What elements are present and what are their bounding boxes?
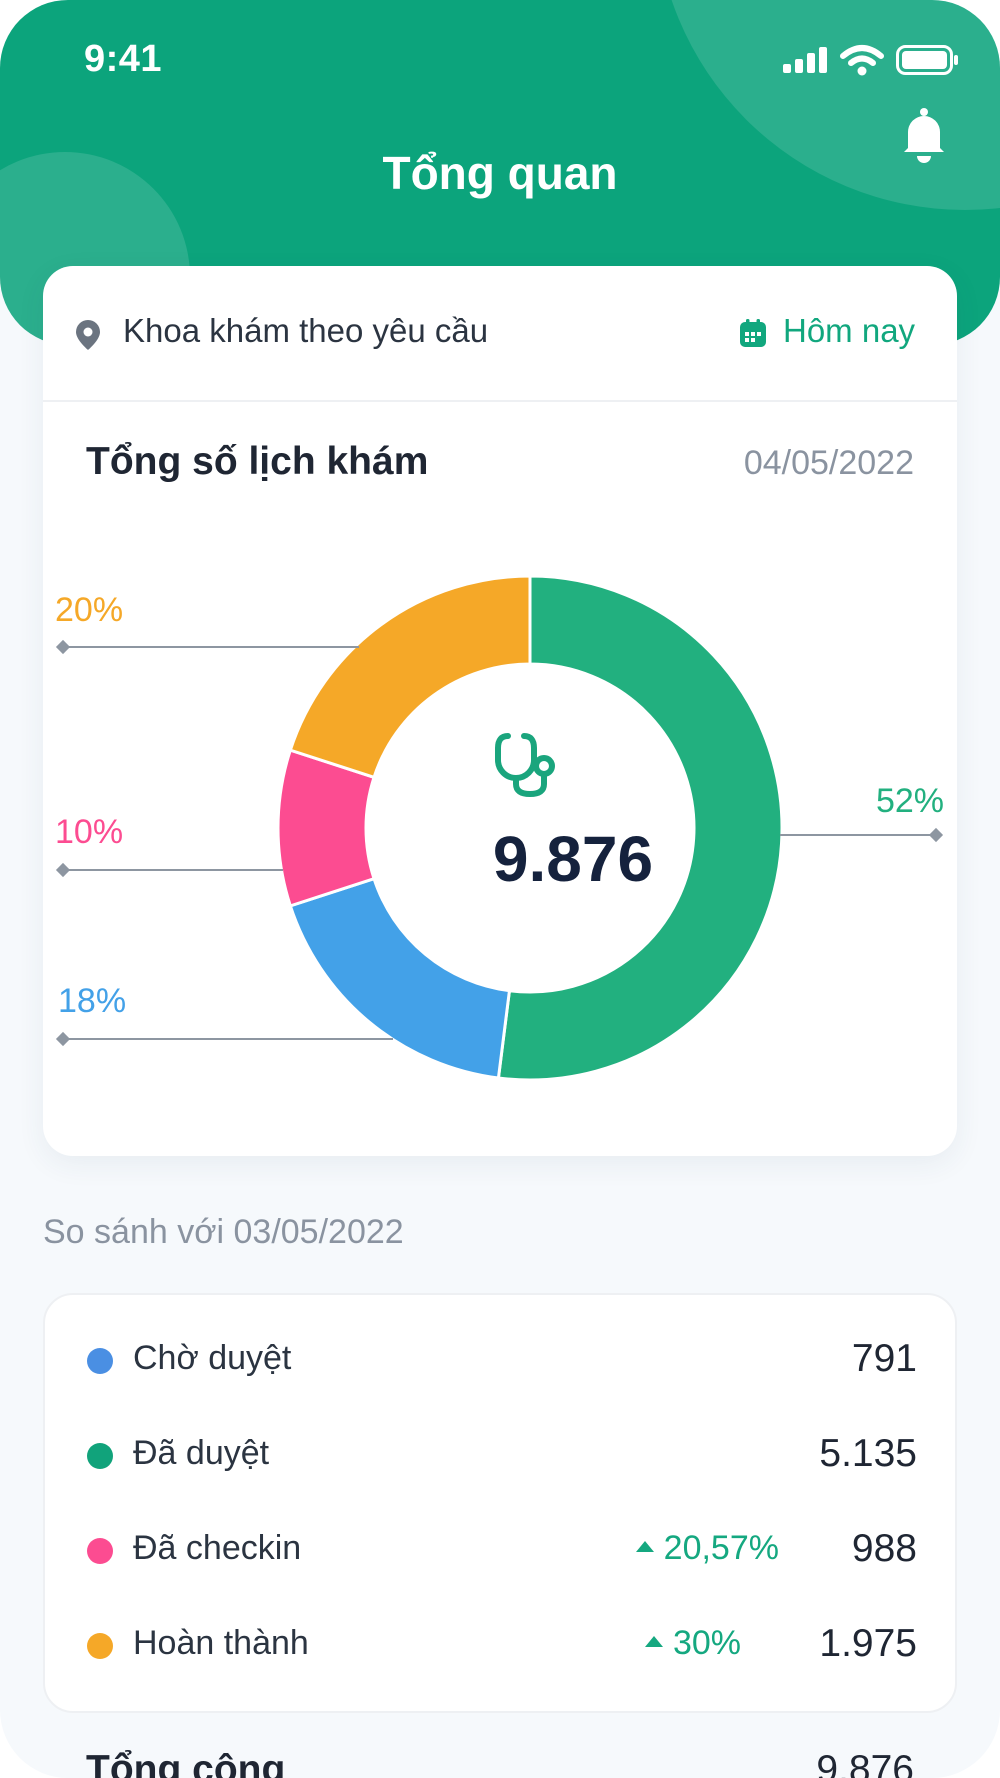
department-selector[interactable]: Khoa khám theo yêu cầu (123, 312, 489, 349)
slice-percent-label: 10% (55, 813, 123, 851)
stat-value: 5.135 (819, 1432, 917, 1475)
up-arrow-icon (635, 1540, 654, 1552)
stat-value: 988 (851, 1527, 917, 1570)
wifi-icon (840, 45, 884, 76)
leader-marker (55, 862, 71, 878)
total-label: Tổng cộng (86, 1748, 286, 1778)
stat-change-up: 20,57% (635, 1529, 779, 1568)
page-title: Tổng quan (382, 147, 618, 199)
slice-percent-label: 20% (55, 591, 123, 629)
stat-label: Hoàn thành (133, 1624, 309, 1662)
slice-completed (288, 574, 532, 780)
overview-card: Khoa khám theo yêu cầu Hôm nay Tổng số l… (43, 266, 957, 1156)
location-pin-icon (76, 320, 100, 350)
slice-percent-label: 18% (58, 982, 126, 1020)
card-date: 04/05/2022 (743, 444, 914, 482)
slice-approved (496, 574, 784, 1082)
leader-marker (55, 1031, 71, 1047)
card-title: Tổng số lịch khám (86, 440, 429, 483)
legend-dot (87, 1633, 113, 1659)
legend-dot (87, 1538, 113, 1564)
slice-percent-label: 52% (876, 782, 944, 820)
filter-bar: Khoa khám theo yêu cầu Hôm nay (43, 266, 957, 402)
center-total-value: 9.876 (492, 823, 654, 895)
stat-change-value: 20,57% (663, 1529, 779, 1567)
legend-dot (87, 1348, 113, 1374)
stat-value: 1.975 (819, 1622, 917, 1665)
signal-icon (783, 47, 827, 73)
stat-value: 791 (851, 1337, 917, 1380)
battery-icon (896, 45, 958, 75)
stat-label: Đã duyệt (133, 1434, 270, 1472)
up-arrow-icon (644, 1635, 663, 1647)
stat-row-pending: Chờ duyệt 791 (45, 1325, 959, 1395)
leader-marker (55, 639, 71, 655)
stat-label: Đã checkin (133, 1529, 302, 1567)
stats-card: Chờ duyệt 791 Đã duyệt 5.135 Đã checkin … (43, 1293, 957, 1713)
total-value: 9.876 (816, 1748, 914, 1778)
stat-row-approved: Đã duyệt 5.135 (45, 1420, 959, 1490)
stat-label: Chờ duyệt (133, 1339, 292, 1377)
stat-row-completed: Hoàn thành 30% 1.975 (45, 1610, 959, 1680)
donut-chart: 52% 18% 10% 20% (55, 574, 944, 1082)
date-filter-button[interactable]: Hôm nay (783, 312, 916, 349)
stat-row-checked-in: Đã checkin 20,57% 988 (45, 1515, 959, 1585)
status-time: 9:41 (84, 38, 163, 80)
leader-marker (928, 827, 944, 843)
legend-dot (87, 1443, 113, 1469)
stethoscope-icon (495, 733, 555, 798)
comparison-label: So sánh với 03/05/2022 (43, 1213, 404, 1251)
calendar-icon (740, 319, 766, 347)
stat-change-value: 30% (672, 1624, 741, 1662)
bell-icon[interactable] (900, 108, 948, 164)
slice-pending (288, 876, 512, 1080)
stat-change-up: 30% (644, 1624, 741, 1663)
